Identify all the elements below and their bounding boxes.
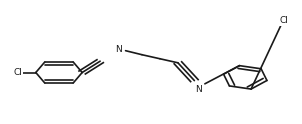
Text: N: N: [195, 85, 202, 94]
Text: Cl: Cl: [280, 16, 289, 25]
Text: Cl: Cl: [13, 68, 22, 77]
Text: N: N: [115, 45, 121, 54]
